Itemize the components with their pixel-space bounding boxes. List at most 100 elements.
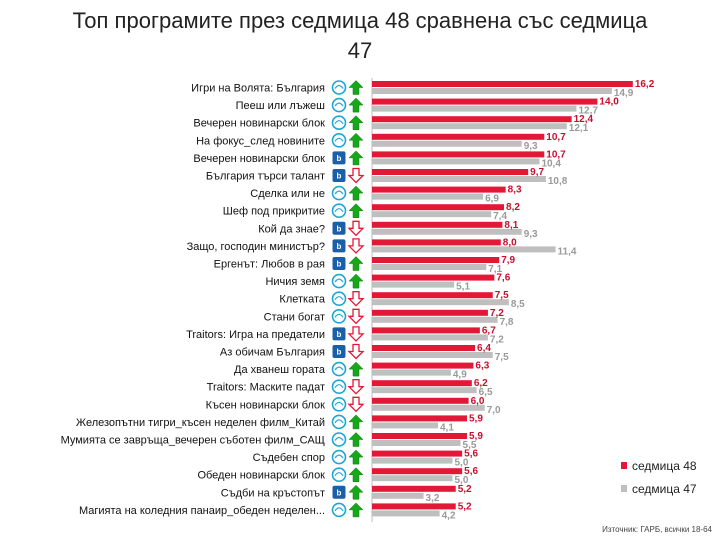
bar-week-48: [372, 415, 467, 422]
category-label: Съдби на кръстопът: [221, 487, 325, 499]
category-label: Магията на коледния панаир_обеден неделе…: [79, 505, 325, 517]
data-label-week-47: 5,0: [455, 458, 469, 469]
trend-up-arrow-icon: [348, 256, 364, 271]
btv-logo-icon: [332, 485, 346, 499]
bar-week-47: [372, 211, 492, 218]
trend-down-arrow-icon: [347, 238, 365, 254]
category-label: Ничия земя: [265, 276, 325, 288]
nova-logo-arc-icon: [334, 313, 344, 318]
nova-logo-arc-icon: [334, 507, 344, 512]
trend-up-arrow-icon: [348, 414, 364, 430]
chart-title: Топ програмите през седмица 48 сравнена …: [72, 8, 648, 63]
nova-logo-arc-icon: [334, 208, 344, 213]
legend-label-week-47: седмица 47: [632, 482, 697, 496]
nova-logo-icon: [331, 396, 347, 412]
data-label-week-47: 5,1: [456, 282, 470, 293]
data-label-week-47: 4,2: [442, 510, 456, 521]
nova-logo-icon: [331, 432, 347, 447]
category-label: Вечерен новинарски блок: [193, 118, 325, 130]
category-label: Железопътни тигри_късен неделен филм_Кит…: [76, 417, 325, 429]
trend-up-arrow-icon: [348, 203, 364, 218]
nova-logo-arc-icon: [334, 278, 344, 283]
nova-logo-icon: [331, 361, 347, 377]
category-label: Игри на Волята: България: [191, 83, 325, 95]
data-label-week-48: 10,7: [546, 132, 566, 143]
bar-week-48: [372, 274, 495, 281]
bar-week-48: [372, 309, 488, 316]
bar-week-47: [372, 88, 612, 94]
bar-week-47: [372, 422, 439, 429]
data-label-week-47: 7,2: [490, 334, 504, 345]
data-label-week-47: 6,9: [485, 194, 499, 205]
category-label: Пееш или лъжеш: [236, 100, 326, 112]
nova-logo-icon: [331, 467, 347, 483]
data-label-week-48: 16,2: [635, 79, 655, 90]
legend-label-week-48: седмица 48: [632, 459, 697, 473]
btv-logo-mark: b: [337, 260, 342, 269]
data-label-week-47: 11,4: [558, 246, 577, 257]
data-label-week-48: 5,6: [464, 449, 478, 460]
btv-logo-icon: [332, 327, 346, 341]
category-label: Аз обичам България: [220, 347, 325, 359]
nova-logo-icon: [331, 449, 347, 465]
trend-up-arrow-icon: [348, 97, 364, 113]
category-label: Стани богат: [264, 311, 325, 323]
nova-logo-icon: [331, 97, 347, 113]
bar-week-47: [372, 140, 522, 147]
bar-week-48: [372, 204, 505, 211]
nova-logo-icon: [331, 115, 347, 130]
bar-week-47: [372, 492, 424, 499]
data-label-week-47: 7,4: [493, 211, 507, 222]
trend-down-arrow-icon: [347, 396, 365, 413]
bar-week-48: [372, 186, 506, 193]
nova-logo-arc-icon: [334, 137, 344, 142]
category-label: Шеф под прикритие: [223, 206, 325, 218]
nova-logo-icon: [331, 502, 347, 518]
data-label-week-48: 7,2: [490, 308, 504, 319]
trend-up-arrow-icon: [348, 484, 364, 500]
bar-week-48: [372, 169, 529, 175]
trend-up-arrow-icon: [348, 115, 364, 130]
data-label-week-47: 12,1: [569, 123, 589, 134]
bar-week-48: [372, 397, 469, 404]
bar-week-47: [372, 334, 488, 341]
bar-week-47: [372, 475, 453, 482]
btv-logo-mark: b: [337, 172, 342, 181]
nova-logo-arc-icon: [334, 454, 344, 459]
data-label-week-48: 7,6: [496, 273, 510, 284]
trend-up-arrow-icon: [348, 185, 364, 201]
data-label-week-47: 14,9: [614, 88, 634, 99]
bar-week-47: [372, 316, 498, 323]
bar-week-48: [372, 257, 500, 263]
btv-logo-icon: [332, 221, 346, 235]
btv-logo-mark: b: [337, 242, 342, 251]
bar-week-47: [372, 281, 455, 288]
btv-logo-icon: [332, 169, 346, 182]
nova-logo-icon: [331, 185, 347, 201]
nova-logo-arc-icon: [334, 190, 344, 195]
bar-week-47: [372, 193, 484, 200]
data-label-week-47: 10,8: [548, 176, 568, 187]
bar-week-48: [372, 468, 463, 475]
bar-week-48: [372, 450, 463, 457]
nova-logo-icon: [331, 133, 347, 148]
nova-logo-icon: [331, 291, 347, 307]
trend-up-arrow-icon: [348, 80, 364, 95]
bar-week-47: [372, 457, 453, 464]
bar-week-48: [372, 292, 493, 299]
bar-week-48: [372, 345, 476, 351]
data-label-week-48: 6,0: [471, 396, 485, 407]
bar-week-47: [372, 299, 509, 306]
bar-week-47: [372, 369, 451, 376]
trend-up-arrow-icon: [348, 150, 364, 166]
category-label: Мумията се завръща_вечерен съботен филм_…: [61, 435, 325, 447]
category-label: Traitors: Маските падат: [207, 382, 325, 394]
trend-down-arrow-icon: [347, 379, 365, 395]
bar-week-47: [372, 123, 567, 130]
bar-week-48: [372, 327, 480, 334]
data-label-week-48: 6,2: [474, 378, 488, 389]
bar-week-48: [372, 98, 598, 105]
bar-week-48: [372, 380, 472, 387]
btv-logo-mark: b: [337, 224, 342, 233]
bar-week-48: [372, 116, 572, 123]
